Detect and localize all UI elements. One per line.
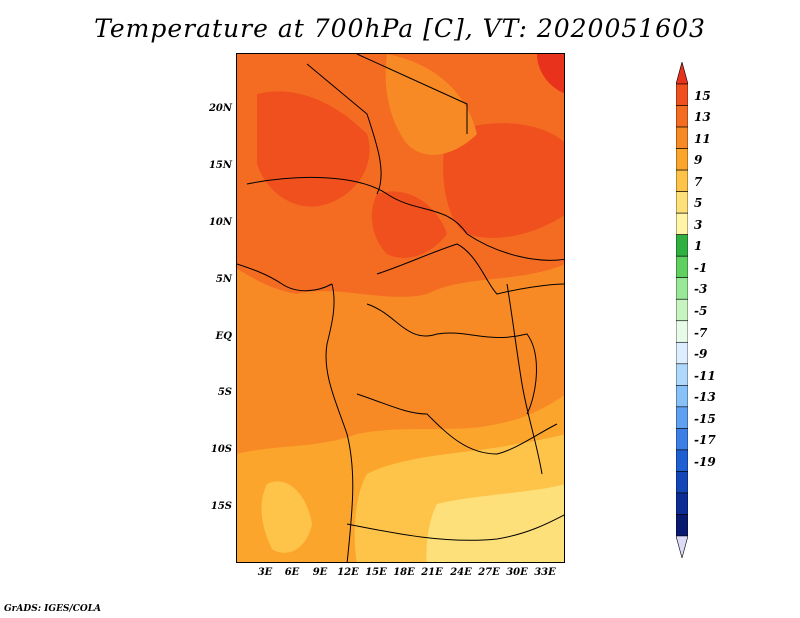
colorbar-cell [676, 320, 688, 343]
colorbar-cell [676, 105, 688, 128]
colorbar-top-arrow [676, 62, 688, 85]
lat-label-eq: EQ [215, 331, 232, 342]
colorbar-label: -3 [694, 282, 708, 297]
lat-label-5n: 5N [215, 274, 232, 285]
lon-label-15e: 15E [365, 567, 387, 578]
chart-title: Temperature at 700hPa [C], VT: 202005160… [94, 14, 706, 43]
colorbar-cell [676, 449, 688, 472]
lon-label-3e: 3E [257, 567, 273, 578]
colorbar-cell [676, 83, 688, 106]
colorbar-label: 1 [694, 239, 703, 254]
lon-label-21e: 21E [421, 567, 443, 578]
colorbar-cell [676, 406, 688, 429]
colorbar-label: 3 [694, 217, 703, 232]
colorbar-cell [676, 277, 688, 300]
colorbar-label: 5 [694, 196, 703, 211]
colorbar-label: -5 [694, 304, 708, 318]
colorbar-cell [676, 514, 688, 537]
border-rift [506, 283, 543, 475]
lat-label-5s: 5S [217, 387, 232, 398]
field-hot-west [257, 91, 370, 207]
colorbar-label: -15 [694, 411, 716, 426]
lon-label-12e: 12E [337, 567, 359, 578]
colorbar-cell [676, 341, 688, 365]
colorbar-cell [676, 492, 688, 515]
colorbar-label: -11 [694, 368, 716, 383]
colorbar-cell [676, 385, 688, 408]
field-warm-patch [385, 54, 477, 155]
colorbar-label: 7 [694, 174, 703, 189]
border-angola [356, 393, 558, 455]
lon-label-33e: 33E [534, 567, 556, 578]
coastline-west [325, 283, 354, 562]
field-peak [537, 54, 564, 94]
lon-label-6e: 6E [284, 567, 300, 578]
colorbar-cell [676, 428, 688, 451]
credit-text: GrADS: IGES/COLA [4, 604, 102, 614]
colorbar-cell [676, 255, 688, 279]
colorbar-label: -1 [694, 260, 708, 275]
colorbar-cell [676, 471, 688, 494]
map-borders [237, 54, 564, 562]
colorbar-cell [676, 126, 688, 149]
colorbar-label: -13 [694, 390, 716, 405]
lat-label-15s: 15S [210, 501, 232, 512]
coastline-gulf [237, 263, 333, 292]
colorbar-label: 15 [694, 88, 711, 103]
map-canvas [237, 54, 564, 562]
border-north [306, 54, 468, 195]
colorbar-label: 13 [694, 110, 711, 125]
lon-label-24e: 24E [450, 567, 472, 578]
colorbar-label: -17 [694, 433, 716, 448]
border-congo [366, 303, 537, 415]
lat-label-20n: 20N [208, 103, 232, 114]
colorbar [676, 62, 688, 558]
lat-label-10s: 10S [210, 444, 232, 455]
border-sahel [246, 176, 564, 261]
colorbar-label: -7 [694, 325, 708, 340]
colorbar-cell [676, 212, 688, 235]
border-south [346, 514, 564, 541]
lon-label-18e: 18E [393, 567, 415, 578]
lon-label-9e: 9E [312, 567, 328, 578]
colorbar-bottom-arrow [676, 535, 688, 558]
field-hot-center [371, 191, 447, 258]
lat-label-10n: 10N [208, 217, 232, 228]
colorbar-label: -19 [694, 454, 716, 469]
lon-label-30e: 30E [506, 567, 528, 578]
colorbar-cell [676, 234, 688, 257]
field-hot-east [443, 123, 564, 238]
temperature-map [236, 53, 565, 563]
colorbar-label: 9 [694, 153, 703, 168]
field-south-coolest [426, 484, 564, 562]
colorbar-cell [676, 148, 688, 171]
colorbar-label: 11 [694, 131, 711, 146]
border-central [376, 243, 564, 295]
colorbar-cell [676, 298, 688, 322]
colorbar-label: -9 [694, 347, 708, 362]
lon-label-27e: 27E [478, 567, 500, 578]
lat-label-15n: 15N [208, 160, 232, 171]
field-southwest-cool [261, 481, 312, 553]
colorbar-cell [676, 169, 688, 192]
colorbar-cell [676, 363, 688, 386]
colorbar-cell [676, 191, 688, 214]
